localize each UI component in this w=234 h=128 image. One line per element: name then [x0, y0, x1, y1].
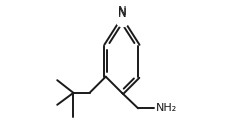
Text: N: N — [117, 5, 126, 18]
Text: NH₂: NH₂ — [156, 103, 177, 113]
Text: N: N — [117, 7, 126, 20]
